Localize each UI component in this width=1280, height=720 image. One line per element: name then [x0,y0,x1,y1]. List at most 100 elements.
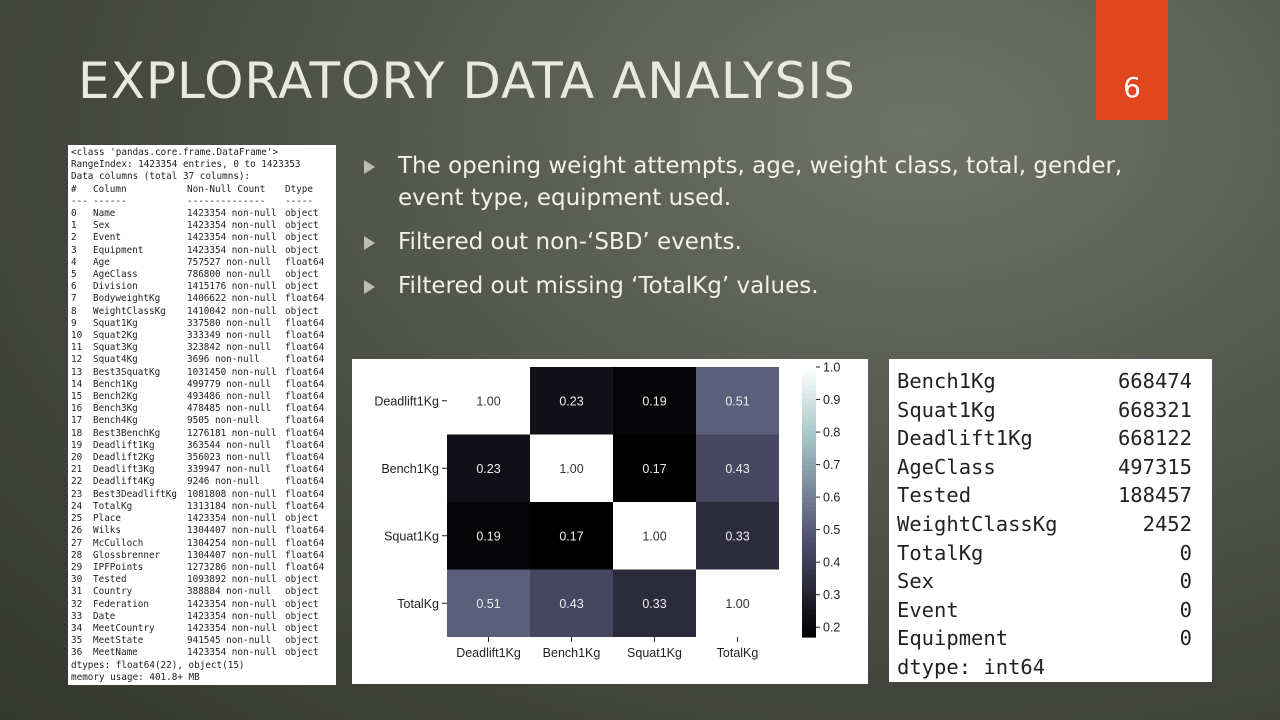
info-cell: float64 [285,378,325,390]
colorbar-segment [802,380,816,386]
info-cell: AgeClass [93,269,138,281]
info-cell: # [71,183,77,195]
heatmap-cell-label: 0.51 [725,394,749,408]
info-cell: float64 [285,293,325,305]
count-value: 668474 [1117,369,1192,393]
heatmap-row-label: Bench1Kg [381,462,439,476]
info-row: 29 IPFPoints 1273286 non-null float64 [71,562,333,574]
info-cell: 339947 non-null [187,464,271,476]
info-row: 22 Deadlift4Kg 9246 non-null float64 [71,476,333,488]
info-cell: Division [93,281,138,293]
info-cell: float64 [285,330,325,342]
info-cell: 941545 non-null [187,635,271,647]
heatmap-svg: 1.00 0.23 0.19 0.51 0.23 1.00 0.17 0.43 0.19 0.17… [374,361,840,661]
info-cell: Dtype [285,183,313,195]
info-cell: Country [93,586,133,598]
colorbar-tick-label: 0.7 [823,458,840,472]
info-row: 13 Best3SquatKg 1031450 non-null float64 [71,367,333,379]
colorbar-segment [802,425,816,431]
heatmap-cell-label: 1.00 [559,462,583,476]
colorbar-segment [802,488,816,494]
heatmap-cell-label: 0.19 [476,529,500,543]
colorbar-segment [802,614,816,620]
info-cell: Column [93,183,127,195]
bullet-list: The opening weight attempts, age, weight… [364,150,1124,314]
info-cell: 4 [71,256,77,268]
colorbar-segment [802,430,816,436]
bullet-item: Filtered out non-‘SBD’ events. [364,226,1124,258]
count-row: Squat1Kg 668321 [897,396,1192,425]
colorbar-segment [802,592,816,598]
info-cell: 1423354 non-null [187,598,277,610]
colorbar-segment [802,533,816,539]
info-cell: Best3SquatKg [93,366,161,378]
correlation-heatmap: 1.00 0.23 0.19 0.51 0.23 1.00 0.17 0.43 0.19 0.17… [352,359,868,684]
colorbar-segment [802,398,816,404]
info-row: 15 Bench2Kg 493486 non-null float64 [71,391,333,403]
heatmap-cell [530,367,613,435]
colorbar-segment [802,601,816,607]
info-row: 34 MeetCountry 1423354 non-null object [71,623,333,635]
info-cell: float64 [285,488,325,500]
bullet-text: Filtered out non-‘SBD’ events. [398,229,742,255]
colorbar-segment [802,470,816,476]
info-cell: 1276181 non-null [187,427,277,439]
info-cell: WeightClassKg [93,305,166,317]
info-cell: float64 [285,464,325,476]
info-cell: float64 [285,403,325,415]
info-cell: 1093892 non-null [187,574,277,586]
colorbar-segment [802,506,816,512]
info-cell: Bench1Kg [93,378,138,390]
heatmap-cell [696,434,779,502]
heatmap-col-label: Deadlift1Kg [456,646,521,660]
colorbar-tick-label: 1.0 [823,361,840,375]
info-cell: 1081808 non-null [187,488,277,500]
info-cell: 1423354 non-null [187,647,277,659]
info-cell: Name [93,208,116,220]
info-columns-table: # Column Non-Null Count Dtype --- ------ -----… [71,184,333,660]
info-row: 28 Glossbrenner 1304407 non-null float64 [71,550,333,562]
count-row: AgeClass 497315 [897,453,1192,482]
bullet-arrow-icon [364,236,375,250]
missing-counts-output: Bench1Kg 668474 Squat1Kg 668321 Deadlift1Kg 6… [889,359,1212,682]
info-cell: 478485 non-null [187,403,271,415]
info-row: 33 Date 1423354 non-null object [71,611,333,623]
colorbar-segment [802,515,816,521]
colorbar-segment [802,493,816,499]
info-row: 30 Tested 1093892 non-null object [71,574,333,586]
info-row: 26 Wilks 1304407 non-null float64 [71,525,333,537]
info-row: 25 Place 1423354 non-null object [71,513,333,525]
colorbar-segment [802,407,816,413]
colorbar-segment [802,605,816,611]
info-cell: float64 [285,415,325,427]
heatmap-cell-label: 0.33 [642,597,666,611]
info-cell: -------------- [187,195,266,207]
count-value: 0 [1179,626,1192,651]
info-cell: Glossbrenner [93,549,161,561]
info-cell: 333349 non-null [187,330,271,342]
count-value: 188457 [1117,483,1192,508]
dtype-line: dtype: int64 [897,654,1046,679]
count-row: Deadlift1Kg 668122 [897,424,1192,453]
bullet-arrow-icon [364,160,375,174]
info-row: 27 McCulloch 1304254 non-null float64 [71,538,333,550]
colorbar-segment [802,371,816,377]
info-cell: 1423354 non-null [187,622,277,634]
info-cell: object [285,574,319,586]
info-cell: object [285,610,319,622]
heatmap-cell-label: 1.00 [725,597,749,611]
info-cell: 1313184 non-null [187,500,277,512]
colorbar-tick-label: 0.3 [823,588,840,602]
heatmap-row-label: Squat1Kg [384,529,439,543]
count-label: Bench1Kg [897,369,996,393]
info-cell: 757527 non-null [187,256,271,268]
info-cell: 31 [71,586,83,598]
info-cell: 323842 non-null [187,342,271,354]
count-row: TotalKg 0 [897,539,1192,568]
count-value: 497315 [1117,454,1192,479]
heatmap-cell-label: 0.43 [559,597,583,611]
info-cell: Age [93,256,110,268]
colorbar-segment [802,520,816,526]
info-cell: MeetName [93,647,138,659]
heatmap-cell [613,434,696,502]
